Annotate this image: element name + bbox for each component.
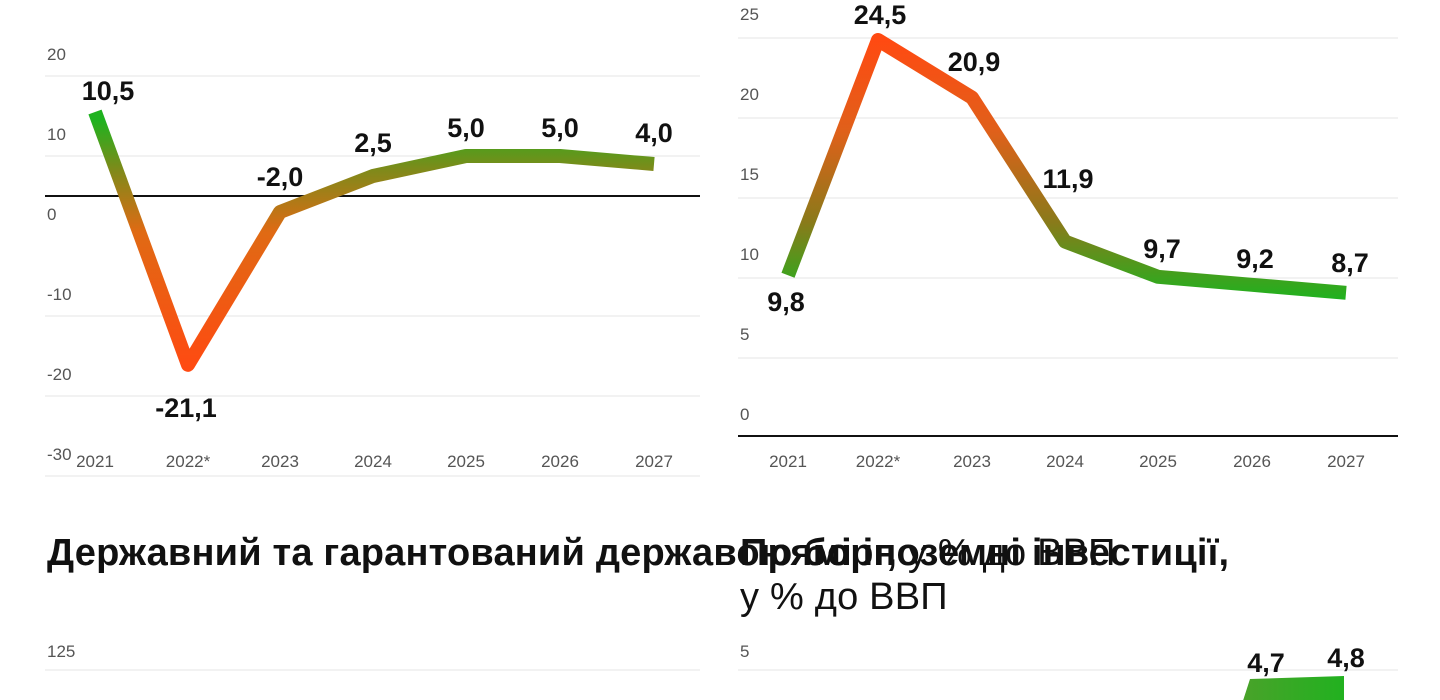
chart-1-y-tick: -30 <box>47 445 72 464</box>
chart-4-title-bold: Прямі іноземні інвестиції, <box>740 532 1230 574</box>
chart-4-y-tick: 5 <box>740 642 749 661</box>
chart-2: 25 20 15 10 5 0 9,8 24,5 20,9 11,9 9,7 9,2 8,7 2021 20… <box>738 0 1398 471</box>
chart-1-x-tick: 2023 <box>261 452 299 471</box>
chart-2-data-label: 9,8 <box>767 287 805 317</box>
chart-2-y-tick: 15 <box>740 165 759 184</box>
chart-1-y-tick: -10 <box>47 285 72 304</box>
chart-2-y-tick: 25 <box>740 5 759 24</box>
chart-2-y-tick: 10 <box>740 245 759 264</box>
chart-1-x-tick: 2025 <box>447 452 485 471</box>
chart-1-x-tick: 2022* <box>166 452 211 471</box>
chart-2-data-label: 8,7 <box>1331 248 1369 278</box>
chart-2-y-tick: 0 <box>740 405 749 424</box>
chart-1-y-tick: 20 <box>47 45 66 64</box>
chart-1-data-label: -2,0 <box>257 162 304 192</box>
chart-2-data-label: 20,9 <box>948 47 1001 77</box>
chart-1-x-tick: 2026 <box>541 452 579 471</box>
chart-3-title-bold: Державний та гарантований державою борг, <box>47 532 898 574</box>
chart-1-y-tick: 0 <box>47 205 56 224</box>
chart-1-data-label: 2,5 <box>354 128 392 158</box>
chart-1-series-line <box>88 109 655 372</box>
chart-2-x-tick: 2023 <box>953 452 991 471</box>
chart-4-series-line <box>1243 676 1344 700</box>
chart-1-data-label: 10,5 <box>82 76 135 106</box>
chart-1-data-label: -21,1 <box>155 393 217 423</box>
chart-2-y-tick: 20 <box>740 85 759 104</box>
chart-2-x-tick: 2021 <box>769 452 807 471</box>
chart-1: 20 10 0 -10 -20 -30 10,5 -21,1 -2,0 2,5 5,0 5,0 4,0 2… <box>45 45 700 477</box>
chart-4-title: Прямі іноземні інвестиції, у % до ВВП <box>740 531 1390 619</box>
chart-2-x-tick: 2022* <box>856 452 901 471</box>
chart-2-y-tick: 5 <box>740 325 749 344</box>
chart-2-series-line <box>781 33 1347 300</box>
chart-4-title-rest: у % до ВВП <box>740 576 948 618</box>
chart-3: 125 <box>45 642 700 671</box>
chart-1-y-tick: 10 <box>47 125 66 144</box>
chart-4: 5 4,7 4,8 <box>738 642 1398 700</box>
chart-1-data-label: 4,0 <box>635 118 673 148</box>
chart-1-x-tick: 2027 <box>635 452 673 471</box>
chart-1-y-tick: -20 <box>47 365 72 384</box>
chart-2-x-tick: 2026 <box>1233 452 1271 471</box>
chart-1-x-tick: 2024 <box>354 452 392 471</box>
chart-2-data-label: 9,7 <box>1143 234 1181 264</box>
chart-2-x-tick: 2024 <box>1046 452 1084 471</box>
chart-2-data-label: 24,5 <box>854 0 907 30</box>
chart-2-x-tick: 2027 <box>1327 452 1365 471</box>
chart-2-x-tick: 2025 <box>1139 452 1177 471</box>
chart-4-data-label: 4,8 <box>1327 643 1365 673</box>
chart-2-data-label: 11,9 <box>1042 164 1093 194</box>
chart-3-title-rest: у % до ВВП <box>907 532 1116 574</box>
chart-3-title: Державний та гарантований державою борг,… <box>47 531 1116 575</box>
chart-2-data-label: 9,2 <box>1236 244 1274 274</box>
chart-1-x-tick: 2021 <box>76 452 114 471</box>
chart-4-data-label: 4,7 <box>1247 648 1285 678</box>
chart-3-y-tick: 125 <box>47 642 75 661</box>
chart-1-data-label: 5,0 <box>541 113 579 143</box>
chart-1-data-label: 5,0 <box>447 113 485 143</box>
